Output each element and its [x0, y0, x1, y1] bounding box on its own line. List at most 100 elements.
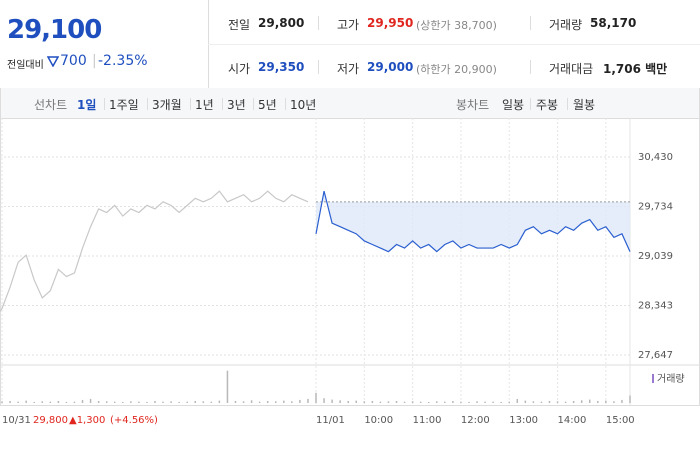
x-tick-label: 12:00 [461, 415, 490, 426]
volume-bar [234, 400, 237, 403]
volume-bar [275, 401, 277, 403]
area-fill [316, 191, 630, 252]
volume-bar [419, 401, 422, 403]
down-icon [47, 56, 59, 67]
volume-bar [138, 401, 140, 403]
tab-period[interactable]: 주봉 [536, 98, 559, 112]
volume-bar [194, 400, 196, 403]
volume-bar [339, 400, 341, 403]
volume-bar [572, 400, 575, 403]
tab-period[interactable]: 일봉 [502, 98, 525, 112]
tab-sep [104, 98, 105, 110]
volume-bar [170, 401, 172, 403]
price: 29,100 [7, 15, 102, 45]
tab-sep [147, 98, 148, 110]
info-value: 29,950 [367, 16, 414, 30]
volume-bar [283, 400, 285, 403]
volume-bar [427, 401, 430, 403]
volume-bar [250, 400, 253, 403]
info-value: 1,706 백만 [603, 62, 668, 76]
y-tick-label: 27,647 [638, 350, 673, 361]
volume-bar [89, 398, 92, 403]
volume-bar [387, 401, 390, 403]
x-tick-label: 10/31 [2, 415, 31, 426]
volume-bar [468, 401, 470, 403]
volume-bar [484, 401, 486, 403]
volume-bar [154, 400, 156, 403]
tab-period[interactable]: 1일 [77, 98, 97, 112]
volume-bar [73, 401, 76, 403]
volume-bar [97, 400, 100, 403]
tab-title: 봉차트 [456, 98, 490, 112]
price-line [315, 191, 631, 253]
x-tick-label: 11/01 [316, 415, 345, 426]
y-tick-label: 29,734 [638, 202, 673, 213]
change-rate: -2.35% [98, 53, 148, 69]
volume-bar [403, 401, 406, 403]
info-extra: (상한가 38,700) [416, 19, 497, 32]
info-label: 저가 [337, 62, 360, 76]
tab-sep [190, 98, 191, 110]
info-sep [530, 60, 531, 74]
info-label: 고가 [337, 18, 360, 32]
volume-bar [395, 400, 398, 403]
volume-bar [81, 399, 84, 403]
volume-bar [1, 401, 3, 403]
annotation-price: 29,800 [33, 415, 68, 426]
tab-sep [222, 98, 223, 110]
y-tick-label: 28,343 [638, 300, 673, 311]
tab-period[interactable]: 3개월 [152, 98, 182, 112]
x-tick-label: 15:00 [606, 415, 635, 426]
volume-bar [315, 392, 317, 403]
x-tick-label: 13:00 [509, 415, 538, 426]
volume-bar [299, 399, 301, 403]
volume-bar [291, 401, 293, 403]
tab-period[interactable]: 10년 [290, 98, 317, 112]
volume-bar [556, 401, 559, 403]
change: 700 [60, 53, 87, 69]
info-sep [530, 16, 531, 30]
volume-bar [444, 401, 446, 403]
volume-bar [613, 401, 615, 403]
info-divider [208, 44, 700, 45]
plot-frame [0, 118, 700, 406]
volume-bar [516, 398, 519, 403]
tab-period[interactable]: 1주일 [109, 98, 139, 112]
tab-period[interactable]: 5년 [258, 98, 277, 112]
y-tick-label: 30,430 [638, 152, 673, 163]
volume-bar [476, 401, 478, 403]
volume-bar [113, 401, 116, 403]
info-value: 58,170 [590, 16, 637, 30]
volume-bar [266, 400, 269, 403]
volume-bar [379, 401, 382, 403]
volume-bar [621, 399, 623, 403]
volume-bar [597, 400, 599, 403]
volume-bar [452, 400, 454, 403]
tab-sep [567, 98, 568, 110]
tab-period[interactable]: 1년 [195, 98, 214, 112]
info-sep [318, 60, 319, 74]
tab-period[interactable]: 월봉 [573, 98, 596, 112]
volume-bar [65, 401, 68, 403]
volume-bar [202, 401, 205, 403]
volume-bar [500, 401, 502, 403]
volume-bar [492, 401, 494, 403]
tab-sep [530, 98, 531, 110]
volume-bar [162, 401, 164, 403]
x-tick-label: 11:00 [413, 415, 442, 426]
info-label: 거래대금 [549, 62, 594, 76]
tab-period[interactable]: 3년 [227, 98, 246, 112]
tab-sep [285, 98, 286, 110]
tab-title: 선차트 [34, 98, 68, 112]
volume-bar [122, 401, 124, 403]
volume-bar [210, 401, 213, 403]
volume-bar [363, 401, 366, 403]
volume-bar [323, 398, 325, 403]
volume-bar [186, 401, 188, 403]
volume-bar [629, 395, 631, 403]
info-value: 29,800 [258, 16, 305, 30]
volume-bar [307, 398, 309, 403]
volume-legend: 거래량 [657, 373, 685, 385]
x-tick-label: 10:00 [364, 415, 393, 426]
